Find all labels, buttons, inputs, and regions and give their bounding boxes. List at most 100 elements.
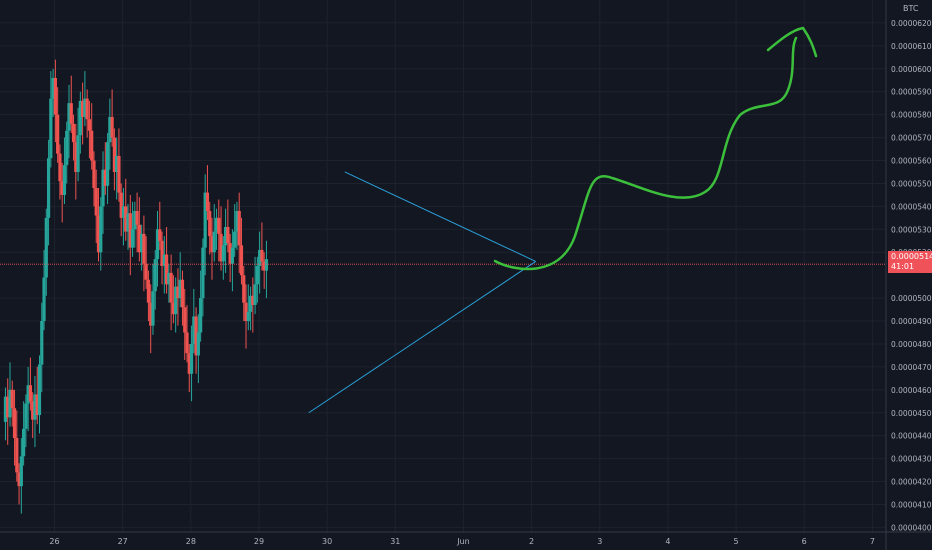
candle-body (69, 103, 73, 124)
triangle-upper-line (344, 171, 536, 262)
candle-body (10, 389, 14, 409)
time-tick-label: 31 (390, 537, 400, 546)
candle-body (242, 275, 246, 303)
candle-body (185, 332, 189, 354)
price-tick-label: 0.00004300 (891, 455, 932, 464)
candle-body (108, 116, 112, 143)
time-tick-label: 26 (49, 537, 59, 546)
candle-body (65, 130, 69, 166)
candle-body (135, 210, 139, 225)
candle-body (92, 160, 96, 189)
time-tick-label: 4 (665, 537, 670, 546)
candle-body (221, 245, 225, 262)
candle-body (94, 188, 98, 216)
candle-body (239, 245, 244, 276)
candle-body (128, 213, 132, 248)
candle-body (133, 210, 137, 230)
projection-arrowhead (766, 26, 818, 58)
time-tick-label: 30 (322, 537, 332, 546)
candle-body (199, 298, 203, 333)
candle-body (214, 217, 219, 232)
candle-body (164, 254, 169, 285)
candle-body (33, 394, 37, 420)
candle-body (19, 456, 23, 487)
candle-body (187, 353, 191, 374)
price-tick-label: 0.00004500 (891, 409, 932, 418)
candle-body (42, 277, 46, 322)
candle-body (212, 231, 216, 253)
candle-body (174, 286, 178, 315)
candle-body (37, 364, 42, 416)
candle-body (76, 135, 80, 172)
time-tick-label: 29 (254, 537, 264, 546)
candle-body (178, 279, 182, 299)
candle-body (49, 98, 53, 159)
candle-body (40, 321, 44, 365)
candle-body (223, 227, 228, 246)
price-tick-label: 0.00006100 (891, 42, 932, 51)
candle-body (192, 316, 196, 344)
candle-body (162, 254, 166, 266)
candle-body (146, 279, 151, 303)
time-tick-label: 6 (802, 537, 807, 546)
last-price-badge: 0.00005148 41:01 (888, 251, 932, 273)
candle-body (71, 123, 76, 143)
candle-body (31, 401, 35, 420)
candle-body (260, 249, 264, 262)
price-tick-label: 0.00004700 (891, 363, 932, 372)
time-tick-label: 5 (734, 537, 739, 546)
candle-body (244, 302, 248, 322)
candle-body (101, 169, 105, 207)
candle-body (248, 295, 253, 312)
candle-body (180, 279, 185, 308)
candle-body (208, 210, 212, 237)
candle-body (85, 98, 89, 120)
candle-body (6, 396, 10, 418)
price-tick-label: 0.00005800 (891, 111, 932, 120)
candle-body (81, 100, 85, 117)
time-tick-label: 28 (186, 537, 196, 546)
time-tick-label: 7 (870, 537, 875, 546)
candle-body (210, 236, 214, 253)
candle-body (258, 249, 262, 266)
price-tick-label: 0.00005500 (891, 179, 932, 188)
candle-body (155, 229, 160, 260)
candle-body (24, 403, 28, 429)
candle-body (217, 217, 221, 234)
candle-body (237, 210, 241, 246)
currency-label: BTC (903, 4, 919, 13)
candle-body (230, 247, 235, 264)
price-tick-label: 0.00005300 (891, 225, 932, 234)
price-tick-label: 0.00006200 (891, 19, 932, 28)
time-tick-label: 3 (597, 537, 602, 546)
candle-body (124, 206, 128, 232)
candle-body (78, 100, 82, 136)
time-tick-label: Jun (456, 537, 470, 546)
candle-body (158, 229, 162, 241)
candle-body (219, 233, 223, 262)
price-tick-label: 0.00004800 (891, 340, 932, 349)
candle-body (74, 142, 78, 172)
candle-body (112, 137, 116, 172)
candle-body (226, 227, 230, 244)
price-tick-label: 0.00005000 (891, 294, 932, 303)
candle-body (142, 233, 146, 264)
candle-body (56, 114, 60, 154)
candle-body (51, 77, 55, 99)
triangle-lower-line (308, 260, 536, 414)
candle-body (53, 77, 57, 115)
candle-body (233, 231, 237, 248)
candle-body (46, 158, 51, 218)
price-tick-label: 0.00005700 (891, 134, 932, 143)
candle-body (67, 103, 71, 131)
candle-body (205, 192, 210, 211)
projection-arrow (493, 36, 798, 271)
candle-body (203, 192, 207, 248)
price-tick-label: 0.00004000 (891, 523, 932, 532)
candle-body (17, 472, 21, 487)
candle-body (176, 286, 180, 299)
price-tick-label: 0.00004100 (891, 500, 932, 509)
candle-body (189, 343, 194, 374)
candle-body (144, 263, 148, 280)
